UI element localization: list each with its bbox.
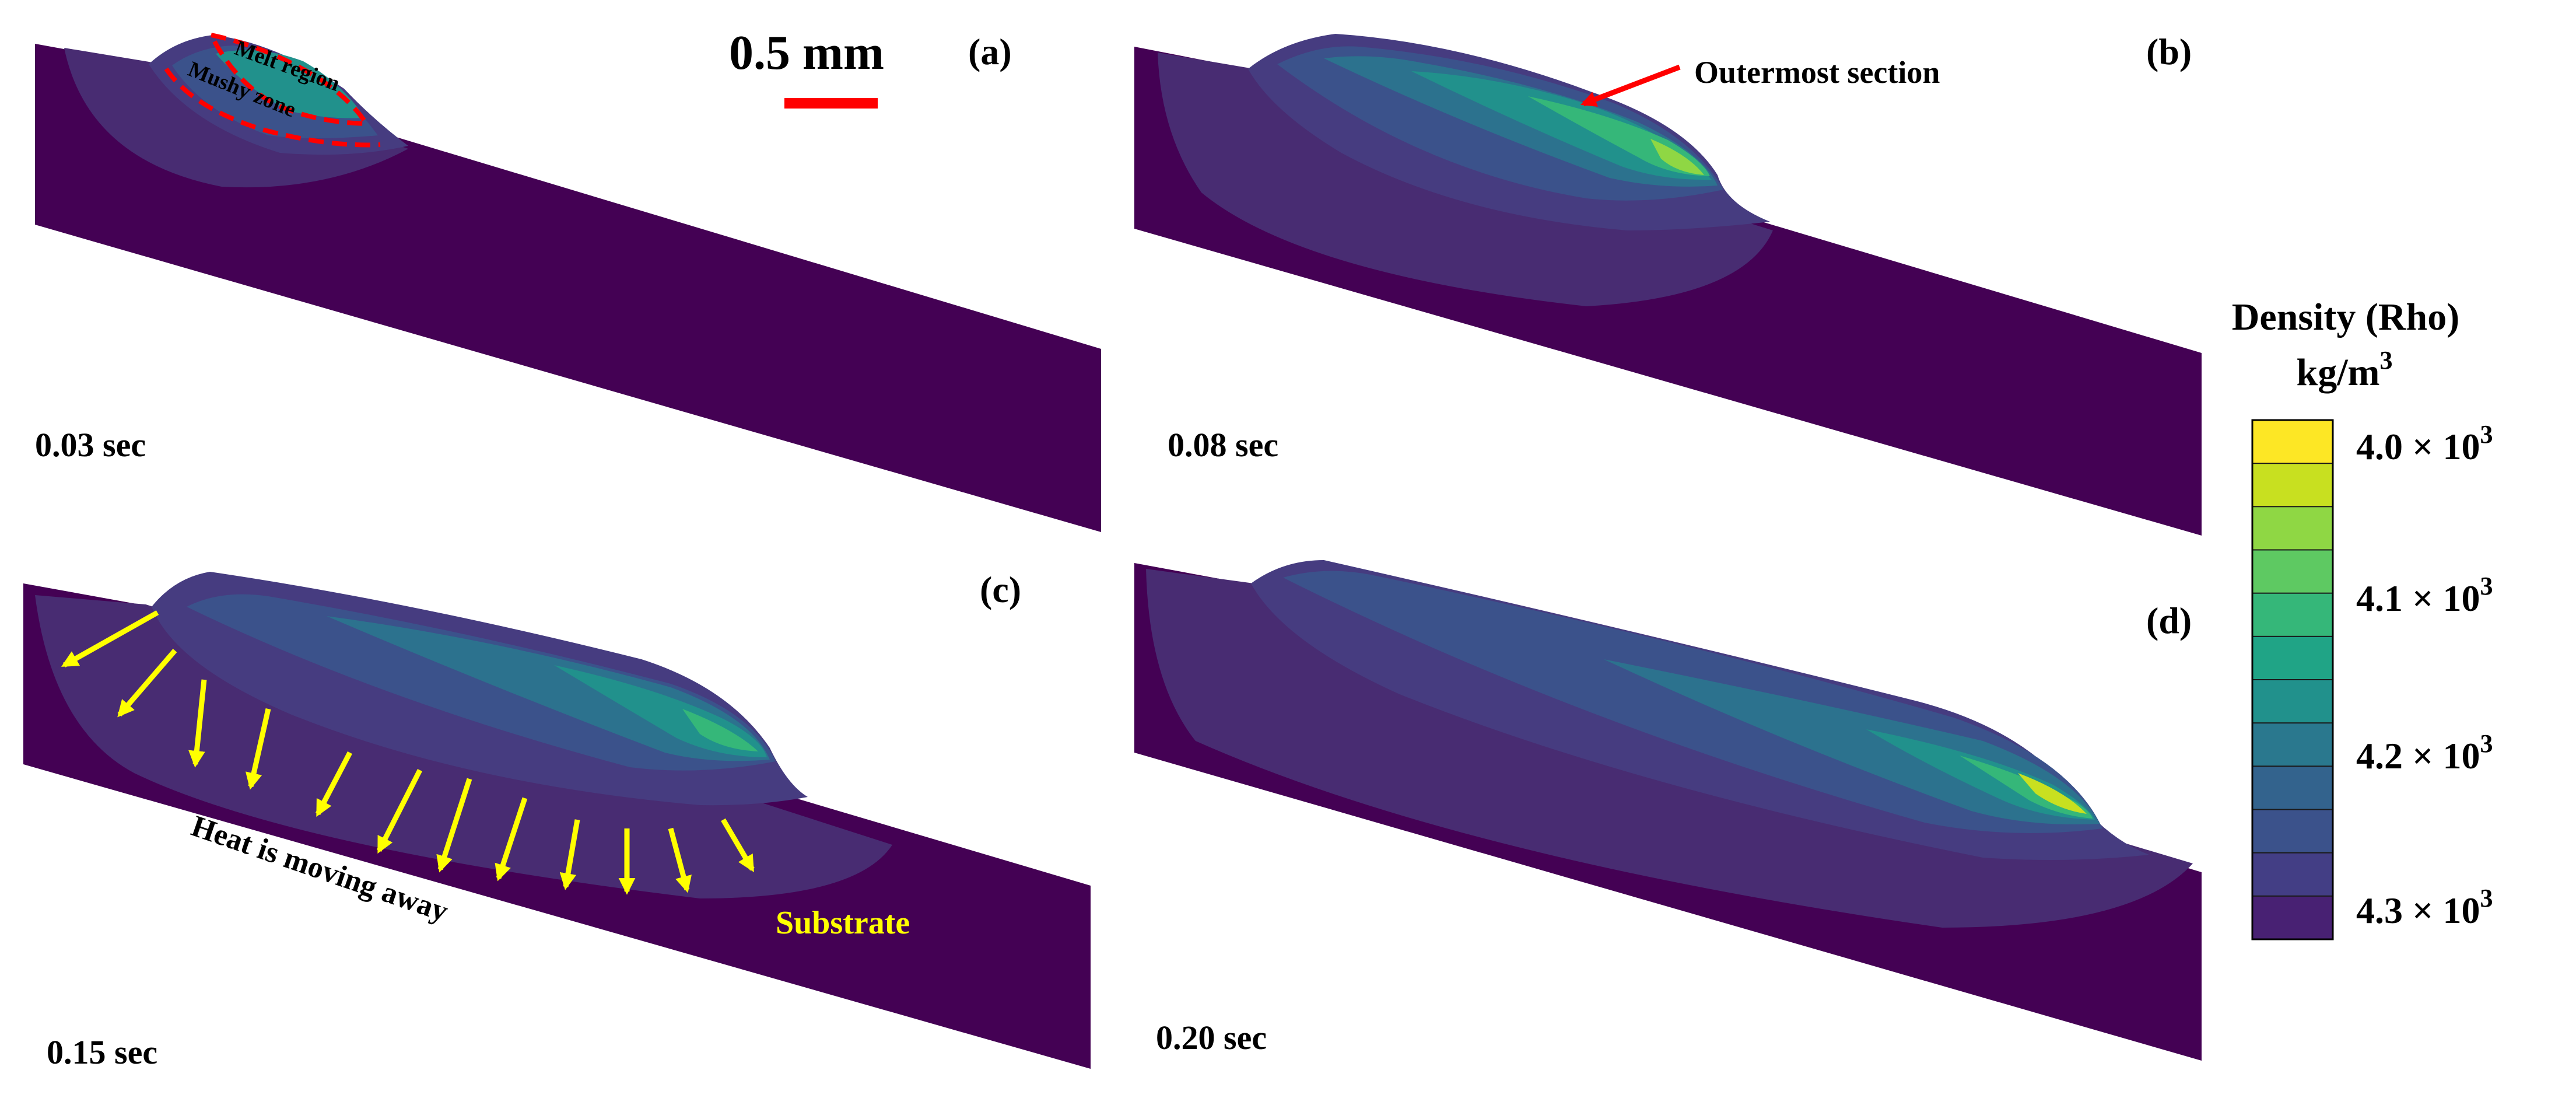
panel-c: Heat is moving away Substrate (c) 0.15 s… [23, 569, 1091, 1071]
panel-letter-c: (c) [980, 569, 1021, 610]
colorbar-gradient [2252, 419, 2333, 940]
outermost-section-label: Outermost section [1694, 55, 1940, 90]
heat-arrow [188, 679, 207, 768]
substrate-label: Substrate [776, 905, 910, 941]
colorbar-band [2252, 895, 2333, 940]
panel-letter-a: (a) [968, 31, 1012, 72]
colorbar-band [2252, 722, 2333, 767]
time-label-b: 0.08 sec [1168, 426, 1278, 464]
heat-arrow [436, 778, 472, 873]
colorbar-band [2252, 852, 2333, 897]
colorbar-tick-label: 4.0 × 103 [2356, 420, 2493, 467]
outermost-section-arrow [1580, 64, 1681, 107]
colorbar-band [2252, 765, 2333, 811]
panel-letter-b: (b) [2146, 31, 2192, 72]
colorbar-band [2252, 592, 2333, 638]
panel-letter-d: (d) [2146, 600, 2192, 641]
colorbar-unit: kg/m3 [2296, 346, 2392, 394]
time-label-c: 0.15 sec [47, 1033, 157, 1071]
bead-hot-core [1650, 139, 1704, 175]
colorbar-tick-label: 4.2 × 103 [2356, 729, 2493, 777]
colorbar-tick-label: 4.3 × 103 [2356, 884, 2493, 931]
scale-bar-label: 0.5 mm [729, 26, 884, 80]
bead-hot-core [2018, 773, 2087, 814]
melt-region-boundary [209, 33, 371, 127]
colorbar: Density (Rho) kg/m3 4.0 × 103 4.1 × 103 … [2232, 296, 2493, 940]
panel-b: Outermost section (b) 0.08 sec [1134, 31, 2202, 536]
heat-arrow [117, 649, 177, 718]
colorbar-band [2252, 463, 2333, 508]
heat-arrow [316, 751, 352, 817]
colorbar-band [2252, 809, 2333, 854]
colorbar-band [2252, 549, 2333, 595]
heat-arrow [376, 768, 423, 854]
heat-arrow [246, 708, 271, 790]
colorbar-tick-label: 4.1 × 103 [2356, 572, 2493, 619]
heat-arrow [559, 819, 580, 890]
colorbar-band [2252, 635, 2333, 681]
bead-hot-core [682, 709, 758, 751]
colorbar-band [2252, 679, 2333, 724]
time-label-d: 0.20 sec [1156, 1019, 1267, 1057]
colorbar-title: Density (Rho) [2232, 296, 2460, 338]
colorbar-band [2252, 419, 2333, 464]
mushy-zone-boundary [164, 67, 381, 148]
heat-arrow [668, 827, 692, 893]
scale-bar [784, 98, 878, 109]
melt-core [216, 50, 365, 118]
panel-a: Melt region Mushy zone 0.5 mm (a) 0.03 s… [35, 26, 1101, 532]
heat-arrow [495, 797, 528, 882]
heat-arrow [721, 818, 755, 872]
time-label-a: 0.03 sec [35, 426, 146, 464]
panel-d: (d) 0.20 sec [1134, 560, 2202, 1061]
colorbar-band [2252, 506, 2333, 551]
heat-arrow [61, 610, 159, 667]
colorbar-frame [2251, 419, 2334, 940]
